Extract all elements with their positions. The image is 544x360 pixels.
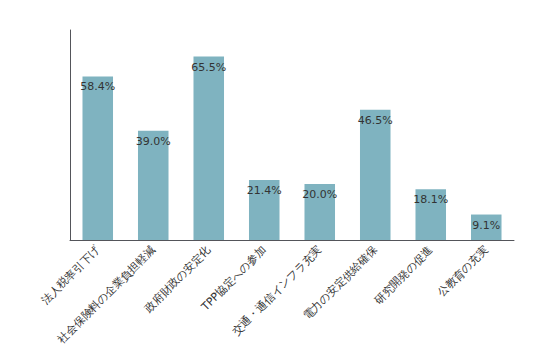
svg-text:研究開発の促進: 研究開発の促進 xyxy=(372,243,436,307)
svg-text:TPP協定への参加: TPP協定への参加 xyxy=(198,243,269,314)
svg-text:20.0%: 20.0% xyxy=(302,188,337,201)
svg-text:65.5%: 65.5% xyxy=(191,61,226,74)
svg-text:21.4%: 21.4% xyxy=(247,184,282,197)
svg-text:46.5%: 46.5% xyxy=(358,114,393,127)
svg-text:社会保険料の企業負担軽減: 社会保険料の企業負担軽減 xyxy=(55,243,158,346)
svg-text:18.1%: 18.1% xyxy=(413,193,448,206)
svg-text:政府財政の安定化: 政府財政の安定化 xyxy=(141,243,214,315)
svg-text:法人税率引下げ: 法人税率引下げ xyxy=(38,243,103,307)
svg-text:公教育の充実: 公教育の充実 xyxy=(435,243,491,299)
svg-text:58.4%: 58.4% xyxy=(80,80,115,93)
svg-text:電力の安定供給確保: 電力の安定供給確保 xyxy=(301,243,380,322)
svg-text:9.1%: 9.1% xyxy=(472,219,500,232)
svg-text:交通・通信インフラ充実: 交通・通信インフラ充実 xyxy=(230,243,325,338)
svg-text:39.0%: 39.0% xyxy=(136,135,171,148)
